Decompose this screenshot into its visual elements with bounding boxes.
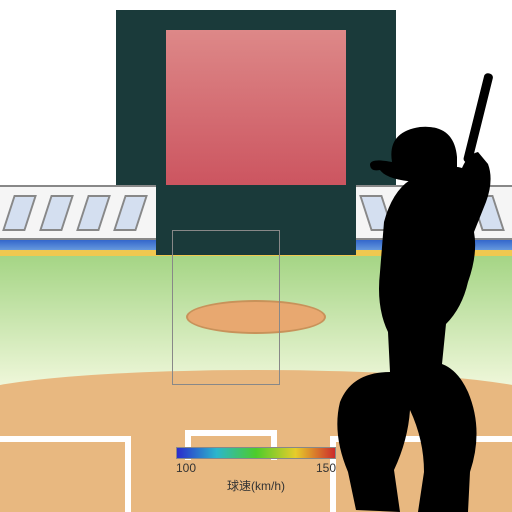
legend-tick-min: 100 <box>176 461 196 475</box>
box-line <box>0 436 130 442</box>
box-line <box>185 430 277 436</box>
strike-zone <box>172 230 280 385</box>
box-line <box>125 436 131 512</box>
baseball-scene: 100 150 球速(km/h) <box>0 0 512 512</box>
batter-silhouette <box>292 72 512 512</box>
